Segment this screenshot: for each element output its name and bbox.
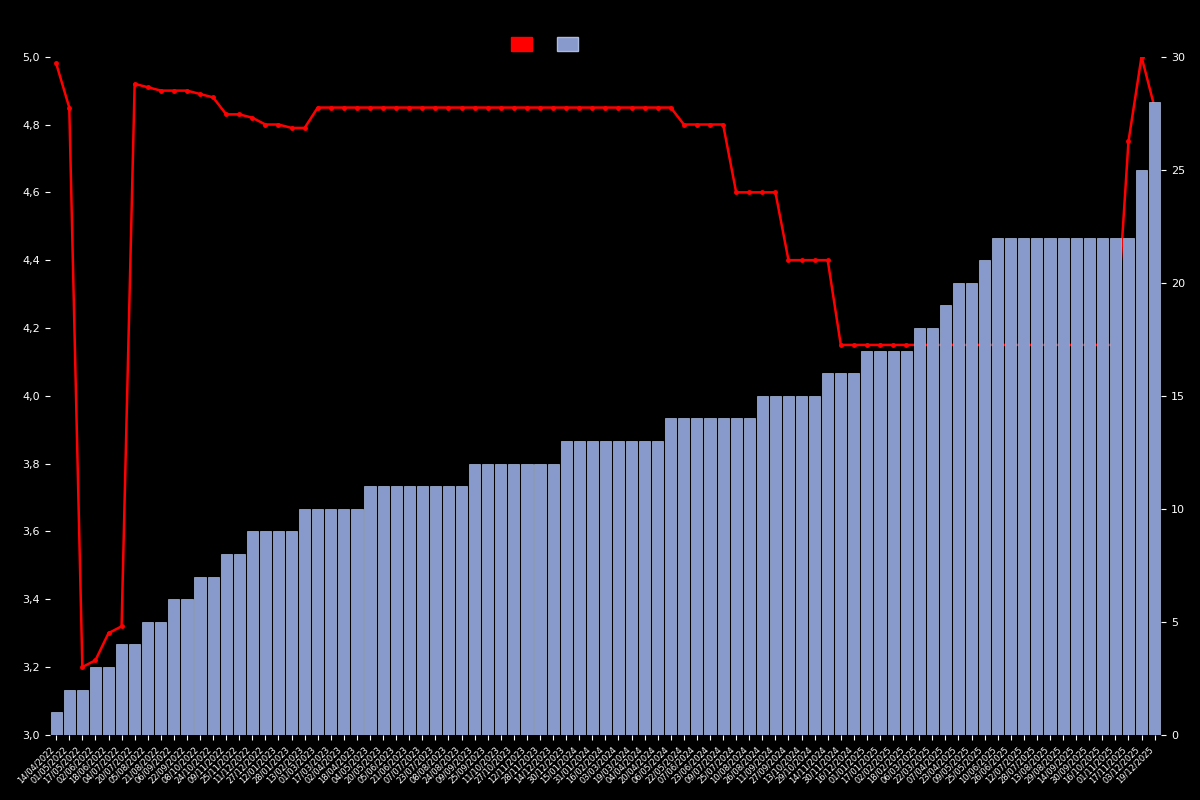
Bar: [560, 441, 571, 735]
Bar: [50, 712, 61, 735]
Bar: [103, 667, 114, 735]
Bar: [482, 464, 493, 735]
Bar: [926, 328, 938, 735]
Bar: [116, 645, 127, 735]
Bar: [1123, 238, 1134, 735]
Bar: [888, 350, 899, 735]
Bar: [640, 441, 650, 735]
Bar: [469, 464, 480, 735]
Bar: [665, 418, 677, 735]
Bar: [534, 464, 546, 735]
Bar: [77, 690, 88, 735]
Bar: [456, 486, 467, 735]
Bar: [1031, 238, 1043, 735]
Bar: [325, 509, 336, 735]
Bar: [509, 464, 520, 735]
Bar: [1136, 170, 1147, 735]
Bar: [613, 441, 624, 735]
Bar: [234, 554, 245, 735]
Bar: [600, 441, 611, 735]
Bar: [547, 464, 559, 735]
Bar: [587, 441, 598, 735]
Bar: [992, 238, 1003, 735]
Bar: [181, 599, 192, 735]
Bar: [1150, 102, 1160, 735]
Bar: [90, 667, 101, 735]
Bar: [875, 350, 886, 735]
Bar: [782, 396, 794, 735]
Bar: [913, 328, 925, 735]
Bar: [744, 418, 755, 735]
Bar: [835, 373, 846, 735]
Bar: [1097, 238, 1108, 735]
Bar: [403, 486, 415, 735]
Bar: [155, 622, 167, 735]
Bar: [496, 464, 506, 735]
Bar: [521, 464, 533, 735]
Bar: [822, 373, 833, 735]
Bar: [352, 509, 362, 735]
Bar: [1070, 238, 1081, 735]
Bar: [1084, 238, 1094, 735]
Bar: [1110, 238, 1121, 735]
Bar: [731, 418, 742, 735]
Bar: [652, 441, 664, 735]
Bar: [626, 441, 637, 735]
Bar: [678, 418, 690, 735]
Bar: [286, 531, 298, 735]
Bar: [142, 622, 154, 735]
Bar: [130, 645, 140, 735]
Bar: [718, 418, 728, 735]
Bar: [312, 509, 323, 735]
Bar: [391, 486, 402, 735]
Bar: [862, 350, 872, 735]
Bar: [208, 577, 218, 735]
Bar: [901, 350, 912, 735]
Bar: [416, 486, 428, 735]
Bar: [272, 531, 284, 735]
Bar: [194, 577, 205, 735]
Bar: [430, 486, 440, 735]
Bar: [221, 554, 232, 735]
Bar: [940, 306, 950, 735]
Bar: [365, 486, 376, 735]
Bar: [299, 509, 311, 735]
Bar: [1057, 238, 1069, 735]
Bar: [979, 260, 990, 735]
Bar: [247, 531, 258, 735]
Bar: [1019, 238, 1030, 735]
Bar: [691, 418, 702, 735]
Bar: [848, 373, 859, 735]
Bar: [796, 396, 808, 735]
Bar: [809, 396, 820, 735]
Bar: [1044, 238, 1056, 735]
Bar: [338, 509, 349, 735]
Bar: [953, 282, 964, 735]
Bar: [260, 531, 271, 735]
Bar: [1006, 238, 1016, 735]
Bar: [64, 690, 74, 735]
Bar: [443, 486, 454, 735]
Bar: [168, 599, 180, 735]
Bar: [704, 418, 715, 735]
Legend: , : ,: [511, 37, 589, 51]
Bar: [574, 441, 584, 735]
Bar: [770, 396, 781, 735]
Bar: [966, 282, 977, 735]
Bar: [757, 396, 768, 735]
Bar: [378, 486, 389, 735]
